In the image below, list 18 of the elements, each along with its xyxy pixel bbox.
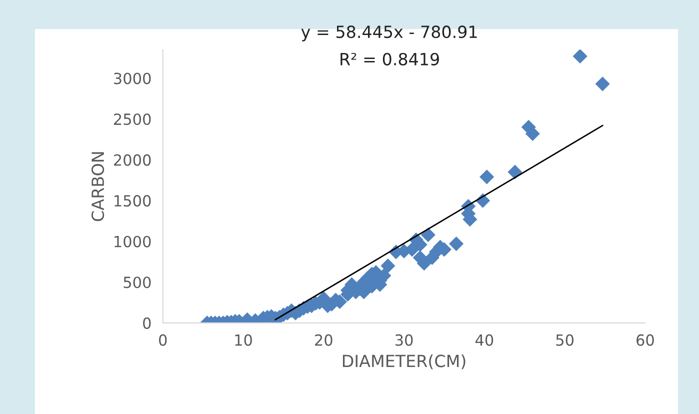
y-axis-title: CARBON bbox=[91, 152, 104, 222]
x-tick-label: 40 bbox=[475, 334, 494, 346]
x-tick-label: 60 bbox=[636, 334, 654, 346]
x-tick-label: 50 bbox=[556, 334, 574, 346]
y-tick-label: 1500 bbox=[114, 195, 151, 207]
y-tick-label: 2500 bbox=[114, 113, 151, 126]
y-tick-label: 3000 bbox=[114, 72, 151, 84]
x-tick-label: 20 bbox=[315, 334, 332, 346]
y-tick-label: 0 bbox=[143, 317, 151, 329]
x-axis-title: DIAMETER(CM) bbox=[342, 354, 466, 370]
text: y = 58.445x - 780.91 bbox=[301, 26, 477, 42]
y-tick-label: 500 bbox=[124, 276, 151, 288]
y-tick-label: 2000 bbox=[114, 154, 151, 166]
annotation: R² = 0.8419 bbox=[340, 52, 439, 66]
y-tick-label: 1000 bbox=[114, 236, 151, 248]
x-tick-label: 0 bbox=[159, 334, 167, 346]
x-tick-label: 10 bbox=[235, 334, 252, 346]
x-tick-label: 30 bbox=[395, 334, 413, 346]
